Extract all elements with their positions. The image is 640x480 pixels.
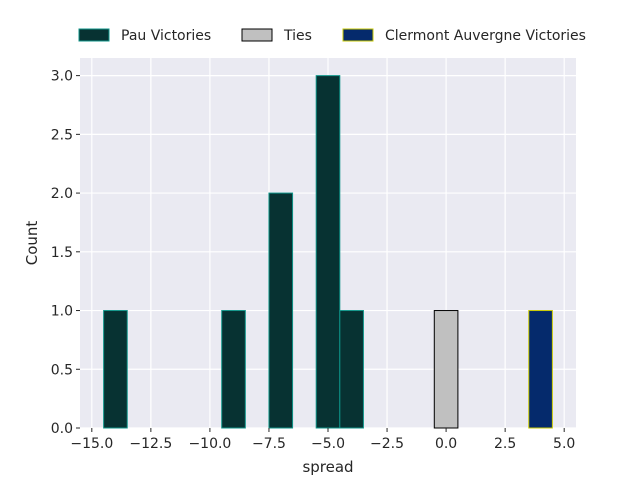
legend-label: Clermont Auvergne Victories [385,28,586,44]
y-tick-label: 2.5 [51,127,73,143]
x-tick-label: 2.5 [494,436,516,452]
legend-swatch [342,28,374,42]
y-tick-label: 1.0 [51,304,73,320]
x-tick-label: 0.0 [435,436,457,452]
bars [103,75,553,429]
x-tick-label: −15.0 [70,436,113,452]
histogram-bar [433,310,459,429]
y-tick-label: 1.5 [51,245,73,261]
x-tick-label: −2.5 [370,436,404,452]
legend-label: Ties [283,28,312,44]
y-tick-label: 0.0 [51,421,73,437]
x-tick-label: −7.5 [252,436,286,452]
histogram-bar [339,310,364,429]
x-tick-label: −5.0 [311,436,345,452]
y-tick-label: 2.0 [51,186,73,202]
y-tick-label: 0.5 [51,362,73,378]
x-tick-label: −12.5 [129,436,172,452]
legend: Pau Victories Ties Clermont Auvergne Victo… [78,28,586,44]
x-tick-labels: −15.0 −12.5 −10.0 −7.5 −5.0 −2.5 0.0 2.5 5.0 [70,428,575,452]
histogram-bar [268,192,294,429]
histogram-bar [221,310,246,429]
y-tick-label: 3.0 [51,69,73,85]
histogram-bar [528,310,553,429]
x-tick-label: 5.0 [553,436,575,452]
legend-label: Pau Victories [121,28,211,44]
legend-swatch [78,28,110,42]
y-tick-labels: 0.0 0.5 1.0 1.5 2.0 2.5 3.0 [51,69,80,437]
legend-swatch [241,28,273,42]
x-axis-label: spread [302,458,353,476]
y-axis-label: Count [23,221,41,266]
histogram-bar [103,310,128,429]
histogram-bar [315,75,341,429]
x-tick-label: −10.0 [188,436,231,452]
